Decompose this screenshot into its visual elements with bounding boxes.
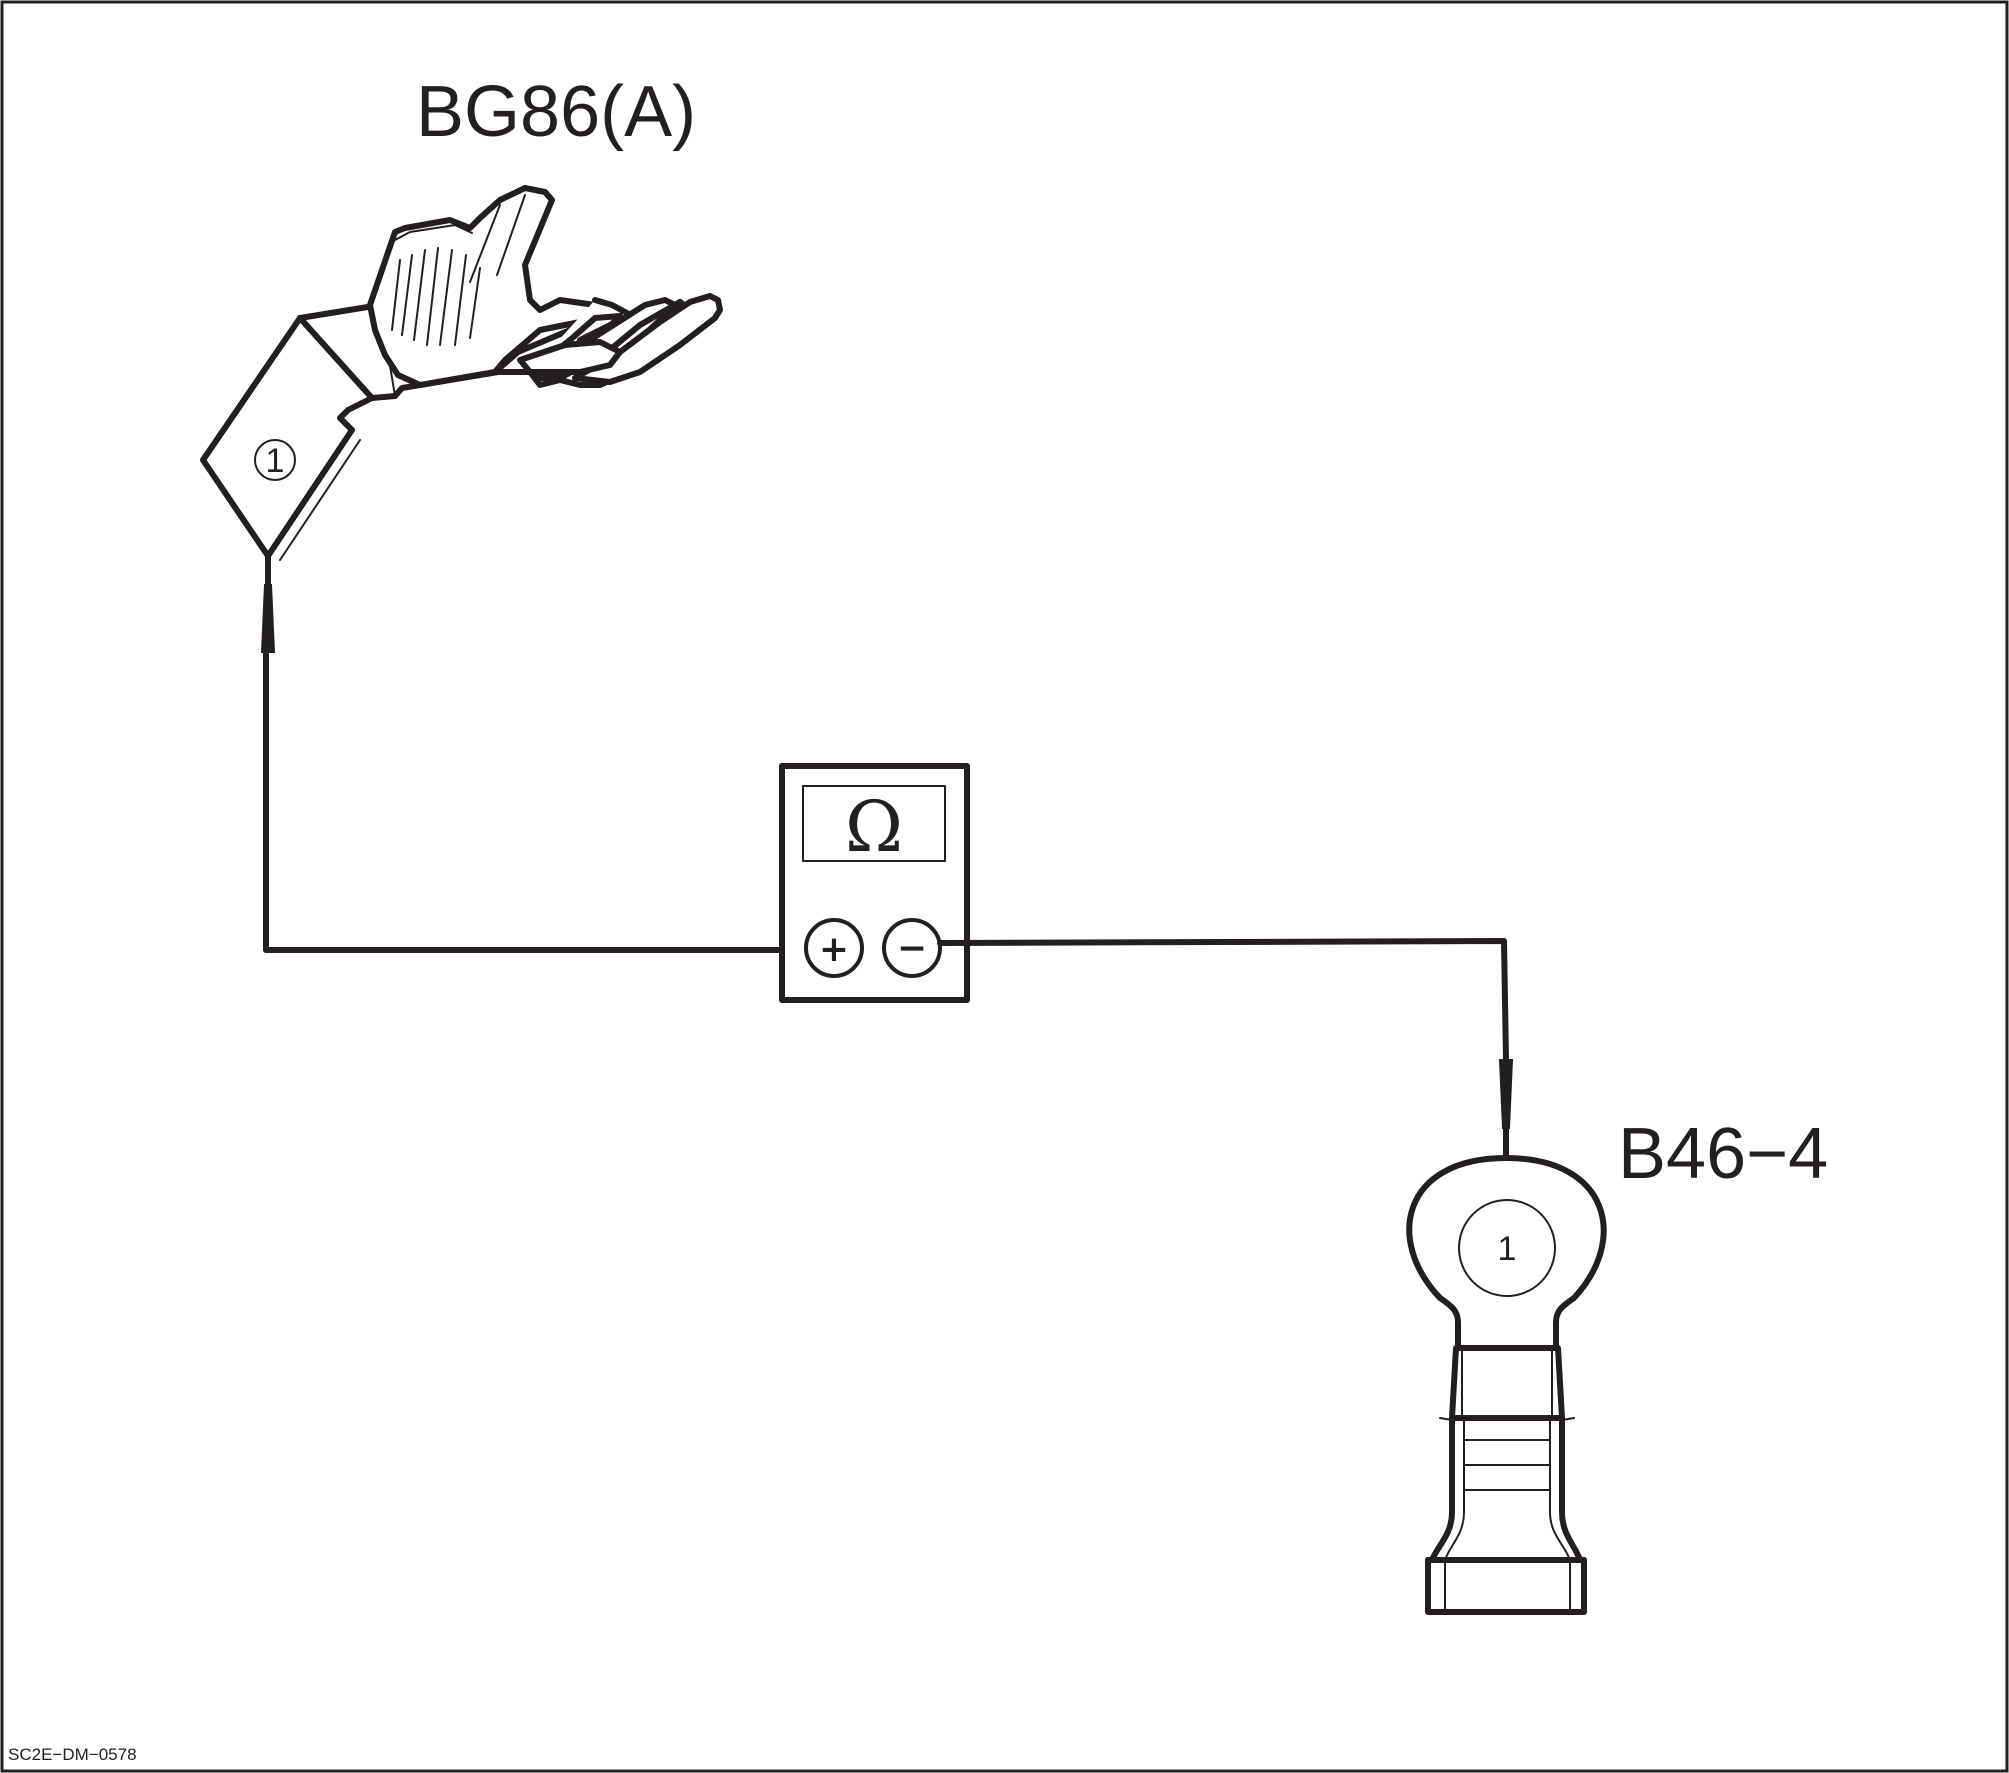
- negative-sign: −: [897, 928, 927, 969]
- connector-b46-4: 1: [1406, 1155, 1607, 1615]
- ohmmeter: Ω + −: [779, 763, 970, 1003]
- pin-number-a: 1: [266, 442, 285, 480]
- terminal-positive: [804, 918, 864, 978]
- connector-bg86-a: 1: [200, 185, 723, 561]
- label-b46-4: B46−4: [1618, 1114, 1828, 1194]
- ohm-symbol: Ω: [845, 786, 903, 868]
- positive-sign: +: [819, 929, 849, 970]
- meter-display: [802, 785, 946, 862]
- pin-badge-b: [1458, 1199, 1556, 1297]
- terminal-negative: [882, 918, 942, 978]
- pin-badge-a: [254, 439, 296, 481]
- pin-number-b: 1: [1498, 1230, 1517, 1268]
- probe-negative: [937, 938, 1514, 1158]
- probe-positive: [260, 553, 836, 953]
- figure-code: SC2E−DM−0578: [8, 1745, 137, 1764]
- label-bg86-a: BG86(A): [416, 72, 696, 152]
